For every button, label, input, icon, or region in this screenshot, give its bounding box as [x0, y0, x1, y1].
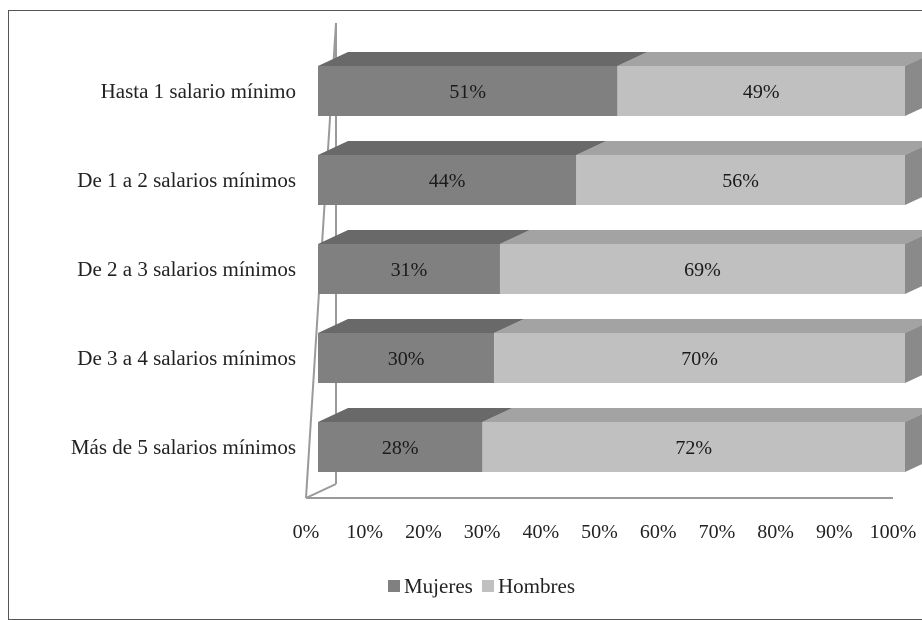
- data-label: 28%: [382, 437, 419, 459]
- x-tick-label: 90%: [816, 521, 853, 543]
- legend-label: Mujeres: [404, 574, 473, 598]
- bar-row: 44% 56%: [318, 141, 922, 205]
- bar-side: [905, 236, 922, 294]
- bar-top-mujeres: [318, 52, 648, 66]
- bar-mujeres: [318, 422, 483, 472]
- bar-top-hombres: [499, 230, 922, 244]
- data-label: 30%: [388, 348, 425, 370]
- bar-top-hombres: [482, 408, 922, 422]
- legend-item-hombres: Hombres: [482, 574, 575, 598]
- category-label: Más de 5 salarios mínimos: [71, 435, 296, 459]
- x-tick-label: 30%: [464, 521, 501, 543]
- data-label: 49%: [743, 81, 780, 103]
- category-label: De 3 a 4 salarios mínimos: [77, 346, 296, 370]
- bar-top-hombres: [494, 319, 922, 333]
- bar-hombres: [576, 155, 905, 205]
- data-label: 51%: [449, 81, 486, 103]
- x-tick-label: 100%: [870, 521, 917, 543]
- bar-hombres: [499, 244, 905, 294]
- legend: Mujeres Hombres: [388, 574, 575, 598]
- category-label: De 2 a 3 salarios mínimos: [77, 257, 296, 281]
- bar-hombres: [482, 422, 905, 472]
- bar-top-hombres: [576, 141, 922, 155]
- bar-row: 30% 70%: [318, 319, 922, 383]
- x-tick-label: 70%: [699, 521, 736, 543]
- bar-mujeres: [318, 155, 577, 205]
- bar-row: 28% 72%: [318, 408, 922, 472]
- data-label: 70%: [681, 348, 718, 370]
- bar-top-mujeres: [318, 141, 607, 155]
- legend-swatch: [482, 580, 494, 592]
- category-labels: Hasta 1 salario mínimo De 1 a 2 salarios …: [71, 79, 296, 459]
- data-label: 72%: [675, 437, 712, 459]
- x-tick-label: 50%: [581, 521, 618, 543]
- bar-mujeres: [318, 244, 500, 294]
- x-tick-label: 40%: [522, 521, 559, 543]
- bar-top-mujeres: [318, 319, 525, 333]
- bar-mujeres: [318, 66, 618, 116]
- data-label: 31%: [391, 259, 428, 281]
- x-tick-label: 0%: [293, 521, 320, 543]
- bar-group: 51% 49% 44% 56% 31% 69% 30% 70% 28% 72%: [318, 52, 922, 472]
- bar-top-hombres: [617, 52, 922, 66]
- bar-hombres: [494, 333, 905, 383]
- x-tick-label: 20%: [405, 521, 442, 543]
- legend-item-mujeres: Mujeres: [388, 574, 473, 598]
- x-axis-ticks: 0% 10% 20% 30% 40% 50% 60% 70% 80% 90% 100%: [293, 521, 917, 543]
- bar-top-mujeres: [318, 230, 530, 244]
- x-tick-label: 60%: [640, 521, 677, 543]
- data-label: 56%: [722, 170, 759, 192]
- bar-hombres: [617, 66, 905, 116]
- bar-mujeres: [318, 333, 495, 383]
- x-tick-label: 80%: [757, 521, 794, 543]
- bar-side: [905, 147, 922, 205]
- bar-top-mujeres: [318, 408, 513, 422]
- floor-left-edge: [305, 483, 337, 499]
- bar-side: [905, 325, 922, 383]
- bar-side: [905, 414, 922, 472]
- data-label: 69%: [684, 259, 721, 281]
- category-label: Hasta 1 salario mínimo: [101, 79, 296, 103]
- x-tick-label: 10%: [346, 521, 383, 543]
- legend-label: Hombres: [498, 574, 575, 598]
- data-label: 44%: [429, 170, 466, 192]
- legend-swatch: [388, 580, 400, 592]
- bar-row: 51% 49%: [318, 52, 922, 116]
- bar-row: 31% 69%: [318, 230, 922, 294]
- category-label: De 1 a 2 salarios mínimos: [77, 168, 296, 192]
- bar-side: [905, 58, 922, 116]
